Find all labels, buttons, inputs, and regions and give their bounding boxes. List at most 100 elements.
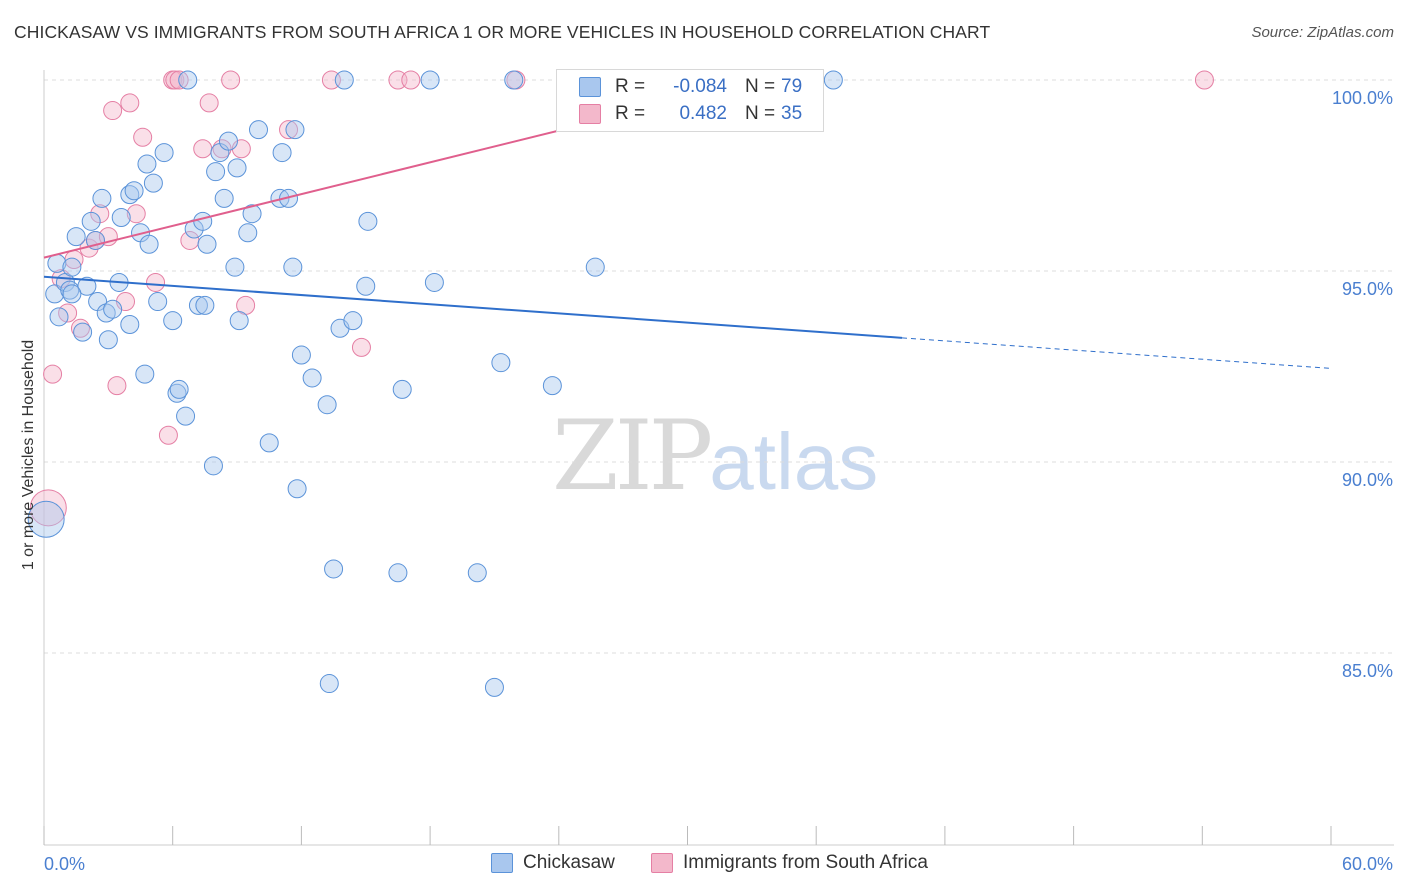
- data-point: [585, 257, 605, 277]
- data-point: [238, 223, 258, 243]
- data-point: [66, 227, 86, 247]
- data-point: [388, 70, 408, 90]
- data-point: [120, 93, 140, 113]
- data-point: [302, 368, 322, 388]
- data-point: [356, 276, 376, 296]
- data-point: [285, 120, 305, 140]
- data-point: [225, 257, 245, 277]
- data-point: [124, 181, 144, 201]
- gridlines: [44, 79, 1394, 654]
- data-point: [351, 337, 371, 357]
- data-point: [158, 425, 178, 445]
- correlation-legend: R = -0.084 N = 79 R = 0.482 N = 35: [556, 69, 824, 132]
- data-point: [504, 70, 524, 90]
- y-tick-label: 100.0%: [1332, 88, 1393, 108]
- legend-n-value: 79: [781, 76, 803, 97]
- data-point: [29, 489, 67, 527]
- data-point: [491, 353, 511, 373]
- data-point: [43, 364, 63, 384]
- data-point: [321, 70, 341, 90]
- trend-line-chickasaw-extrapolated: [901, 337, 1332, 369]
- data-point: [388, 563, 408, 583]
- data-point: [126, 204, 146, 224]
- data-point: [195, 295, 215, 315]
- x-tick-label: 60.0%: [1342, 854, 1393, 874]
- data-point: [287, 479, 307, 499]
- data-point: [146, 272, 166, 292]
- legend-item-immigrants-south-africa[interactable]: Immigrants from South Africa: [651, 852, 928, 874]
- data-point: [1194, 70, 1214, 90]
- data-point: [163, 311, 183, 331]
- data-point: [317, 395, 337, 415]
- axis-labels: 85.0% 90.0% 95.0% 100.0% 0.0% 60.0% 1 or more …: [20, 88, 1393, 874]
- legend-n-label: N =: [745, 76, 776, 97]
- data-point: [229, 311, 249, 331]
- y-axis-label: 1 or more Vehicles in Household: [20, 340, 37, 570]
- axes: [43, 70, 1394, 846]
- legend-row-south-africa: R = 0.482 N = 35: [579, 101, 802, 127]
- data-point: [137, 154, 157, 174]
- data-point: [103, 299, 123, 319]
- data-point: [133, 127, 153, 147]
- data-point: [484, 677, 504, 697]
- data-point: [62, 284, 82, 304]
- legend-r-label: R =: [615, 103, 646, 124]
- data-point: [279, 188, 299, 208]
- data-point: [193, 139, 213, 159]
- data-point: [197, 234, 217, 254]
- data-point: [467, 563, 487, 583]
- data-point: [165, 70, 185, 90]
- data-point: [178, 70, 198, 90]
- data-point: [98, 330, 118, 350]
- data-point: [424, 272, 444, 292]
- data-point: [392, 379, 412, 399]
- data-point: [135, 364, 155, 384]
- data-point: [249, 120, 268, 140]
- data-point: [203, 456, 223, 476]
- data-point: [103, 101, 123, 121]
- data-point: [77, 276, 97, 296]
- data-point: [143, 173, 163, 193]
- legend-r-value: -0.084: [673, 76, 727, 97]
- data-point: [148, 292, 168, 312]
- data-point: [62, 257, 82, 277]
- data-point: [27, 500, 65, 538]
- watermark: ZIPatlas: [552, 400, 878, 512]
- watermark-zip: ZIP: [552, 400, 713, 512]
- legend-row-chickasaw: R = -0.084 N = 79: [579, 74, 802, 100]
- data-point: [218, 131, 238, 151]
- data-point: [823, 70, 843, 90]
- data-point: [259, 433, 279, 453]
- data-point: [111, 208, 131, 228]
- legend-n-label: N =: [745, 103, 776, 124]
- legend-r-label: R =: [615, 76, 646, 97]
- y-tick-label: 90.0%: [1342, 470, 1393, 490]
- data-point: [358, 211, 378, 231]
- data-point: [199, 93, 219, 113]
- data-point: [188, 295, 208, 315]
- legend-swatch-pink: [579, 104, 601, 124]
- source-credit: Source: ZipAtlas.com: [1251, 24, 1394, 41]
- data-point: [319, 674, 339, 694]
- data-point: [291, 345, 311, 365]
- data-point: [139, 234, 159, 254]
- data-point: [81, 211, 101, 231]
- data-point: [401, 70, 421, 90]
- trend-line-chickasaw: [43, 275, 903, 339]
- data-point: [169, 379, 189, 399]
- legend-swatch-chickasaw: [491, 853, 513, 873]
- legend-swatch-immigrants: [651, 853, 673, 873]
- data-point: [324, 559, 344, 579]
- data-point: [221, 70, 241, 90]
- y-tick-label: 85.0%: [1342, 661, 1393, 681]
- legend-item-chickasaw[interactable]: Chickasaw: [491, 852, 615, 874]
- x-tick-label: 0.0%: [44, 854, 85, 874]
- series-immigrants-south-africa: [29, 70, 1214, 527]
- data-point: [92, 188, 112, 208]
- series-legend: Chickasaw Immigrants from South Africa: [0, 852, 1406, 878]
- legend-label-chickasaw: Chickasaw: [523, 852, 615, 873]
- data-point: [272, 143, 292, 163]
- data-point: [334, 70, 354, 90]
- data-point: [343, 311, 363, 331]
